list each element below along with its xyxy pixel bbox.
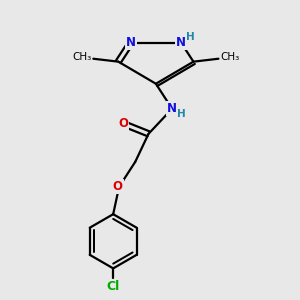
Text: N: N (126, 36, 136, 49)
Text: H: H (177, 109, 186, 119)
Text: CH₃: CH₃ (220, 52, 239, 62)
Text: N: N (167, 102, 177, 115)
Text: CH₃: CH₃ (73, 52, 92, 62)
Text: H: H (186, 32, 195, 42)
Text: N: N (176, 36, 186, 49)
Text: Cl: Cl (106, 280, 120, 292)
Text: O: O (118, 117, 128, 130)
Text: O: O (112, 180, 123, 193)
